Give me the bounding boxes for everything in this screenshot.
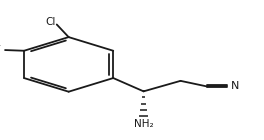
Text: Cl: Cl (45, 17, 55, 27)
Text: NH₂: NH₂ (134, 119, 153, 129)
Text: F: F (0, 45, 1, 55)
Text: N: N (231, 81, 239, 91)
